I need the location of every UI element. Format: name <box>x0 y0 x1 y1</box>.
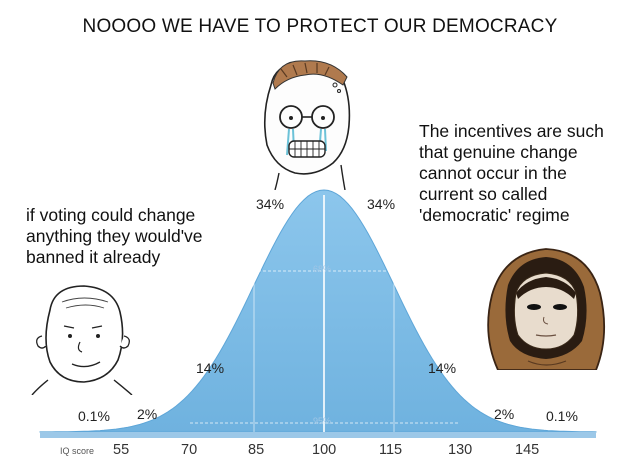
pct-right-center: 34% <box>367 196 396 212</box>
tick-100: 100 <box>312 442 337 458</box>
hooded-monk-icon <box>487 248 606 370</box>
pct-right-mid: 14% <box>428 360 457 376</box>
pct-far-left: 0.1% <box>78 408 110 424</box>
pct-left-tail: 2% <box>137 406 158 422</box>
tick-145: 145 <box>515 442 540 458</box>
iq-score-label: IQ score <box>60 446 95 456</box>
pct-left-center: 34% <box>256 196 285 212</box>
midwit-wojak-icon <box>31 285 133 395</box>
band-68-label: 68% <box>313 264 332 274</box>
left-caption: if voting could change anything they wou… <box>26 205 203 267</box>
tick-55: 55 <box>113 442 130 458</box>
pct-far-right: 0.1% <box>546 408 578 424</box>
right-caption: The incentives are such that genuine cha… <box>419 121 604 225</box>
pct-left-mid: 14% <box>196 360 225 376</box>
pct-right-tail: 2% <box>494 406 515 422</box>
bell-curve-area <box>39 189 597 433</box>
meme-title: NOOOO WE HAVE TO PROTECT OUR DEMOCRACY <box>82 16 558 37</box>
tick-130: 130 <box>448 442 473 458</box>
band-95-label: 95% <box>313 416 332 426</box>
tick-85: 85 <box>248 442 265 458</box>
x-axis-bar <box>40 432 596 438</box>
tick-115: 115 <box>379 442 403 458</box>
tick-70: 70 <box>181 442 198 458</box>
crying-wojak-icon <box>263 60 351 190</box>
